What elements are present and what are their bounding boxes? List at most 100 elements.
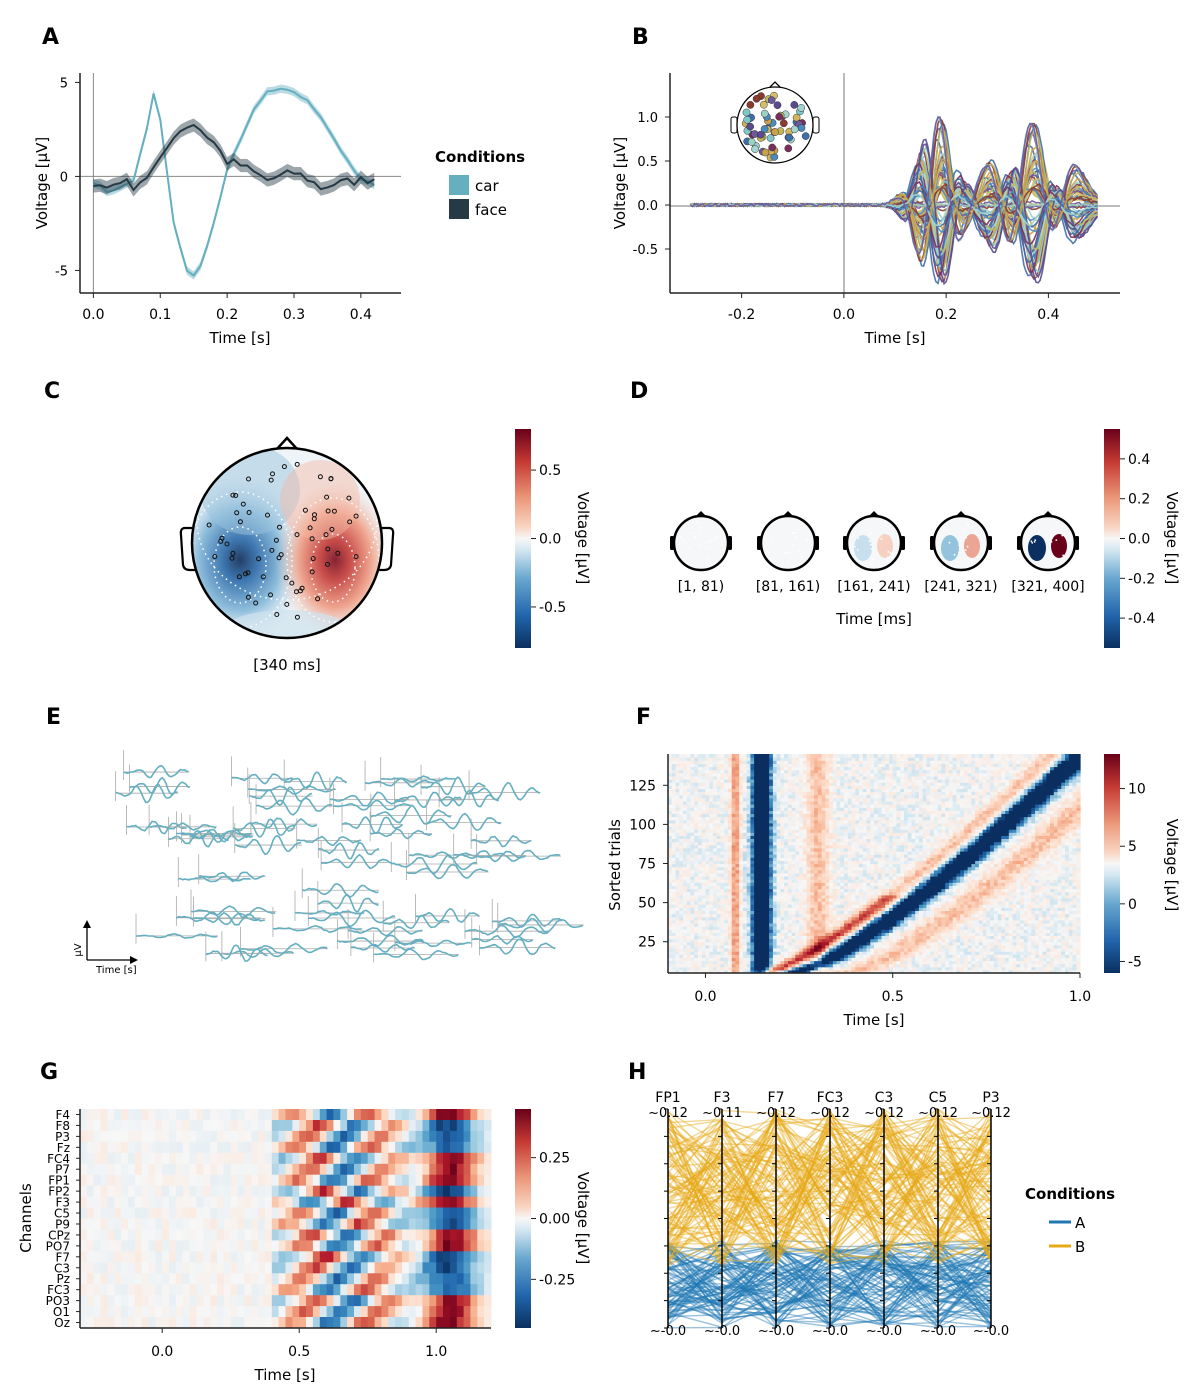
f-cell [683,960,688,965]
a-x-tick-label: 0.2 [216,307,238,323]
f-cell [735,879,740,883]
f-cell [1031,904,1036,908]
f-cell [840,885,845,890]
f-cell [1061,963,1066,968]
f-cell [892,919,897,924]
f-cell [709,954,714,958]
f-cell [1020,885,1025,890]
f-cell [1068,863,1074,868]
f-cell [1046,866,1051,871]
f-cell [915,854,920,858]
e-erp-line [205,944,268,962]
f-cell [911,963,916,968]
f-cell [930,872,935,877]
f-cell [874,888,879,893]
f-cell [799,857,804,861]
f-cell [1008,929,1014,933]
f-cell [960,910,965,915]
f-cell [971,957,976,962]
f-cell [802,891,808,896]
f-cell [967,963,972,968]
f-cell [1008,935,1014,940]
f-cell [885,929,890,933]
f-cell [750,916,755,921]
f-cell [900,897,905,902]
f-cell [750,897,755,902]
f-cell [1008,969,1014,974]
f-cell [731,941,736,946]
f-cell [825,891,830,896]
f-cell [1046,857,1051,861]
f-cell [787,876,793,880]
f-cell [960,916,965,921]
f-cell [971,879,976,883]
f-cell [727,929,733,933]
f-cell [990,860,995,865]
f-cell [907,869,912,874]
f-cell [832,926,838,930]
f-cell [915,910,920,915]
f-cell [1005,929,1010,933]
d-topo-electrode [704,562,707,564]
f-cell [761,904,766,908]
f-cell [870,907,875,911]
f-cell [679,916,684,921]
f-cell [874,922,879,927]
f-cell [1050,954,1055,958]
f-cell [776,901,781,905]
f-cell [780,894,785,899]
f-cell [922,957,927,962]
f-cell [720,857,725,861]
f-cell [810,932,815,936]
f-cell [701,866,706,871]
f-cell [668,876,673,880]
f-cell [731,907,736,911]
f-cell [874,894,879,899]
f-cell [784,876,789,880]
f-cell [870,860,875,865]
f-cell [821,907,826,911]
f-cell [945,957,950,962]
f-cell [922,907,927,911]
f-cell [990,922,995,927]
f-cell [859,869,864,874]
f-cell [911,860,916,865]
f-cell [675,969,680,974]
a-reference-lines [80,73,401,293]
f-cell [922,960,927,965]
f-cell [855,907,860,911]
f-cell [817,866,823,871]
f-cell [750,932,755,936]
f-cell [881,885,886,890]
f-cell [1008,866,1014,871]
f-cell [926,910,931,915]
f-cell [885,901,890,905]
c-contour [213,526,267,604]
f-cell [945,966,950,971]
d-topo-electrode [1031,542,1034,544]
f-cell [986,916,991,921]
f-cell [769,863,774,868]
c-colorbar [515,429,531,648]
f-cell [780,963,785,968]
f-cell [870,948,875,952]
d-topo-electrode [1055,558,1058,560]
f-cell [675,938,680,943]
f-cell [1016,963,1021,968]
f-cell [817,869,823,874]
f-cell [1068,954,1074,958]
f-cell [960,922,965,927]
f-cell [1008,951,1014,955]
d-topo-electrode [694,535,697,538]
f-cell [911,941,916,946]
f-cell [1038,885,1044,890]
f-cell [1076,872,1081,877]
f-cell [1076,941,1081,946]
f-cell [896,935,901,940]
f-cell [761,910,766,915]
f-cell [742,888,748,893]
f-cell [720,891,725,896]
f-cell [746,957,751,962]
f-cell [1020,882,1025,886]
f-cell [885,904,890,908]
